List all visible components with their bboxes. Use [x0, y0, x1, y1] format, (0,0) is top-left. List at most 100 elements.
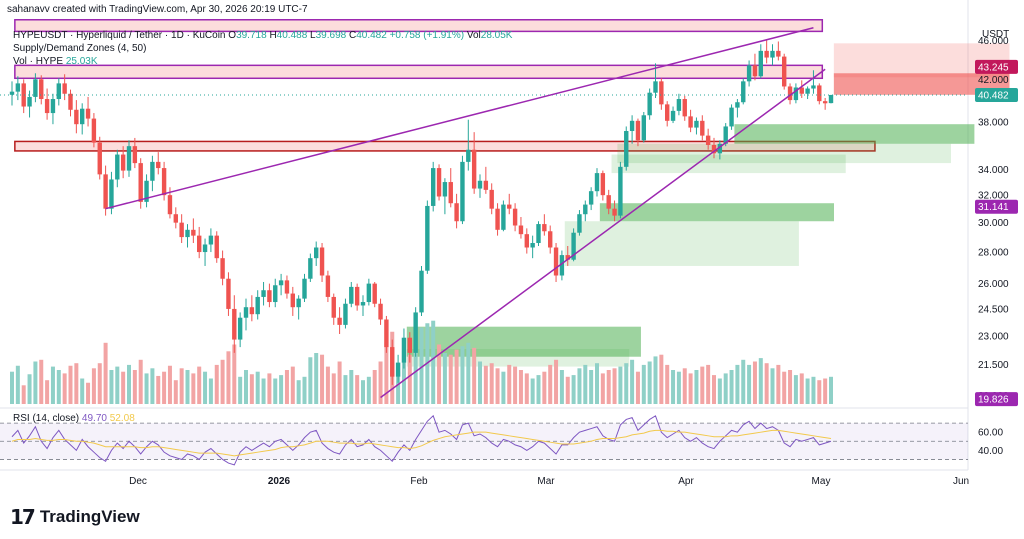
candle-body: [15, 83, 21, 92]
low-value: 39.698: [315, 30, 347, 41]
candle-body: [635, 120, 641, 141]
candle-body: [173, 214, 178, 223]
volume-bar: [296, 380, 301, 404]
volume-bar: [665, 364, 670, 404]
candle-body: [68, 93, 73, 110]
candle-body: [758, 50, 763, 77]
symbol-legend[interactable]: HYPEUSDT · Hyperliquid / Tether · 1D · K…: [13, 30, 512, 41]
volume-bar: [144, 373, 149, 404]
volume-bar: [659, 354, 664, 404]
volume-bar: [179, 368, 184, 404]
volume-bar: [758, 358, 763, 404]
candle: [659, 78, 664, 110]
candle-body: [302, 278, 307, 299]
candle: [226, 272, 231, 316]
candle: [436, 164, 442, 201]
volume-bar: [530, 378, 535, 404]
candle-body: [319, 247, 325, 276]
volume-bar: [612, 368, 617, 404]
demand-zone-10: [406, 326, 641, 357]
rsi-value: 49.70: [81, 413, 107, 424]
candle: [202, 238, 208, 266]
candle: [448, 168, 453, 208]
volume-bar: [366, 376, 371, 404]
candle-body: [378, 303, 383, 320]
volume-bar: [624, 363, 629, 404]
volume-bar: [343, 375, 348, 404]
candle: [91, 113, 97, 148]
candle: [261, 281, 266, 306]
candle-body: [442, 182, 448, 197]
candle: [150, 155, 155, 192]
time-tick-label: Jun: [953, 476, 969, 487]
volume-bar: [50, 366, 55, 404]
candle-body: [390, 347, 395, 377]
volume-bar: [220, 359, 225, 404]
candle: [249, 295, 255, 322]
candle-body: [202, 244, 208, 253]
candle-body: [647, 92, 652, 116]
volume-bar: [244, 370, 248, 404]
candle-body: [419, 270, 424, 313]
candle: [764, 39, 769, 64]
candle-body: [360, 302, 366, 306]
candle: [267, 283, 272, 308]
candle-body: [197, 235, 202, 253]
candle-body: [577, 214, 582, 233]
candle: [717, 140, 723, 160]
candle-body: [50, 99, 56, 114]
candle-body: [132, 146, 138, 164]
candle-body: [811, 85, 816, 89]
volume-bar: [314, 353, 319, 404]
volume-bar: [121, 371, 126, 404]
candle-body: [548, 231, 553, 248]
candle: [103, 165, 108, 216]
volume-bar: [56, 370, 61, 404]
candle: [460, 155, 465, 225]
candle-body: [33, 79, 38, 97]
volume-bar: [109, 370, 114, 404]
volume-legend[interactable]: Vol · HYPE 25.03K: [13, 56, 98, 67]
volume-bar: [261, 378, 266, 404]
candle: [401, 328, 407, 369]
volume-bar: [676, 371, 681, 404]
price-tick-label: 23.000: [978, 331, 1009, 342]
indicator-legend[interactable]: Supply/Demand Zones (4, 50): [13, 43, 147, 54]
demand-zone-6: [617, 143, 951, 164]
volume-bar: [431, 320, 436, 404]
candle: [653, 63, 658, 98]
candle: [694, 117, 699, 135]
volume-bar: [635, 371, 640, 404]
candle-body: [39, 79, 44, 100]
supply-zone-2: [14, 140, 876, 152]
rsi-legend[interactable]: RSI (14, close) 49.70 52.08: [13, 413, 135, 424]
candle: [548, 225, 553, 254]
volume-bar: [39, 359, 44, 404]
candle-body: [208, 235, 214, 245]
time-tick-label: Apr: [678, 476, 694, 487]
upper-trendline: [105, 27, 814, 210]
volume-legend-label: Vol · HYPE: [13, 56, 64, 67]
candle-body: [191, 229, 196, 236]
candle-body: [366, 283, 372, 303]
high-label: H: [269, 30, 277, 41]
candle-body: [489, 189, 494, 209]
candle-body: [524, 234, 529, 248]
price-tag: [975, 199, 1018, 214]
candle-body: [694, 120, 699, 128]
candle-body: [80, 108, 85, 125]
candle-body: [167, 195, 173, 215]
candle-body: [337, 317, 342, 325]
candle-body: [109, 179, 114, 209]
candle-body: [138, 163, 143, 202]
candle: [74, 100, 79, 134]
candle-body: [62, 83, 67, 94]
candle-body: [600, 173, 606, 196]
candle: [56, 78, 61, 106]
author-caption: sahanavv created with TradingView.com, A…: [7, 4, 308, 15]
rsi-tick-label: 40.00: [978, 446, 1003, 457]
volume-bar: [518, 370, 523, 404]
volume-bar: [817, 380, 822, 404]
volume-bar: [267, 373, 272, 404]
